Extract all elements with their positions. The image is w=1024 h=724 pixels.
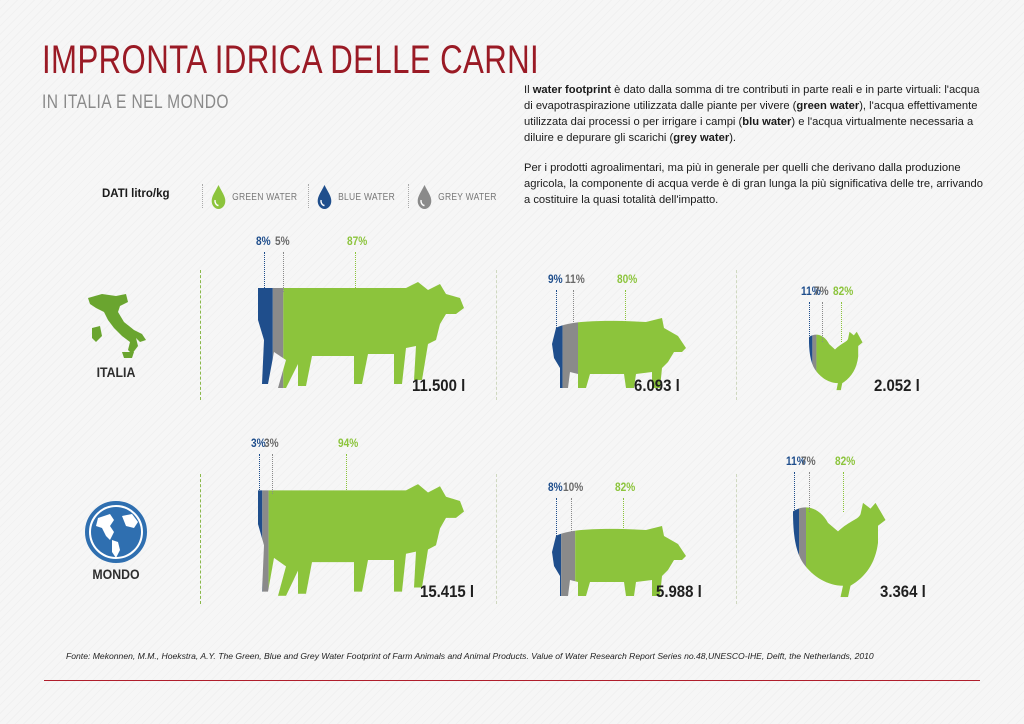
total-liters-label: 2.052 l (874, 376, 920, 395)
grey-leader-line (282, 252, 284, 292)
green-percentage-label: 82% (833, 286, 854, 298)
pig-stacked-figure (552, 526, 686, 596)
intro-paragraph-1: Il water footprint è dato dalla somma di… (524, 84, 980, 144)
grey-percentage-label: 5% (274, 236, 290, 248)
blue-leader-line (809, 302, 811, 342)
chicken-stacked-figure (808, 331, 863, 391)
grey-water-segment (562, 318, 578, 388)
blue-percentage-label: 9% (548, 274, 563, 286)
footer-rule (44, 680, 980, 681)
cow-stacked-figure (258, 282, 464, 388)
total-liters-label: 11.500 l (412, 376, 466, 395)
grey-leader-line (822, 302, 824, 342)
row-separator (200, 474, 201, 604)
green-percentage-label: 87% (347, 236, 368, 248)
grey-water-segment (272, 282, 284, 388)
green-leader-line (842, 472, 844, 512)
blue-leader-line (793, 472, 795, 512)
green-water-segment (268, 484, 464, 596)
column-separator (496, 270, 497, 400)
column-separator (736, 474, 737, 604)
green-percentage-label: 82% (834, 456, 855, 468)
total-liters-label: 5.988 l (656, 582, 702, 601)
pig-stacked-figure (552, 318, 686, 388)
blue-leader-line (264, 252, 266, 292)
grey-water-segment (799, 502, 806, 598)
legend-item-green: GREEN WATER (210, 184, 297, 210)
blue-water-segment (258, 282, 273, 388)
total-liters-label: 3.364 l (880, 582, 926, 601)
green-leader-line (345, 454, 347, 494)
green-percentage-label: 82% (615, 482, 636, 494)
grey-leader-line (809, 472, 810, 512)
grey-leader-line (272, 454, 274, 494)
total-liters-label: 15.415 l (420, 582, 475, 601)
grey-water-segment (262, 484, 269, 596)
blue-leader-line (556, 290, 558, 330)
row-separator (200, 270, 201, 400)
blue-water-segment (258, 484, 263, 596)
source-citation: Fonte: Mekonnen, M.M., Hoekstra, A.Y. Th… (66, 651, 874, 661)
grey-drop-icon (417, 185, 432, 209)
blue-water-segment (793, 502, 799, 598)
legend-divider (408, 184, 409, 208)
legend-title: DATI litro/kg (102, 188, 170, 200)
grey-percentage-label: 11% (564, 274, 585, 286)
column-separator (736, 270, 737, 400)
cow-stacked-figure (258, 484, 464, 596)
column-separator (496, 474, 497, 604)
blue-percentage-label: 8% (547, 482, 563, 494)
blue-percentage-label: 3% (251, 438, 266, 450)
green-leader-line (625, 290, 627, 330)
grey-percentage-label: 10% (563, 482, 584, 494)
green-percentage-label: 80% (617, 274, 638, 286)
green-percentage-label: 94% (337, 438, 358, 450)
green-leader-line (355, 252, 357, 292)
legend-divider (202, 184, 203, 208)
blue-water-segment (552, 526, 562, 596)
blue-leader-line (555, 498, 557, 538)
green-drop-icon (211, 185, 226, 209)
blue-drop-icon (317, 185, 332, 209)
grey-water-segment (812, 331, 817, 391)
page-title: IMPRONTA IDRICA DELLE CARNI (42, 38, 540, 82)
legend-divider (308, 184, 309, 208)
intro-paragraph-2: Per i prodotti agroalimentari, ma più in… (524, 162, 983, 206)
green-leader-line (841, 302, 843, 342)
green-water-segment (283, 282, 464, 388)
page-subtitle: IN ITALIA E NEL MONDO (42, 92, 229, 113)
region-label-italia: ITALIA (96, 364, 136, 380)
legend-item-blue: BLUE WATER (316, 184, 395, 210)
globe-icon (85, 501, 147, 563)
grey-percentage-label: 7% (801, 456, 816, 468)
total-liters-label: 6.093 l (634, 376, 680, 395)
blue-leader-line (259, 454, 261, 494)
grey-percentage-label: 7% (814, 286, 830, 298)
blue-percentage-label: 11% (801, 286, 821, 298)
italy-map-icon (88, 294, 146, 358)
grey-leader-line (572, 290, 574, 330)
grey-percentage-label: 3% (264, 438, 279, 450)
grey-water-segment (561, 526, 576, 596)
chicken-stacked-figure (793, 502, 886, 598)
blue-percentage-label: 8% (256, 236, 272, 248)
grey-leader-line (571, 498, 573, 538)
blue-percentage-label: 11% (785, 456, 806, 468)
green-water-segment (806, 502, 886, 598)
legend-item-grey: GREY WATER (416, 184, 497, 210)
region-label-mondo: MONDO (92, 566, 140, 582)
blue-water-segment (552, 318, 563, 388)
green-leader-line (623, 498, 625, 538)
